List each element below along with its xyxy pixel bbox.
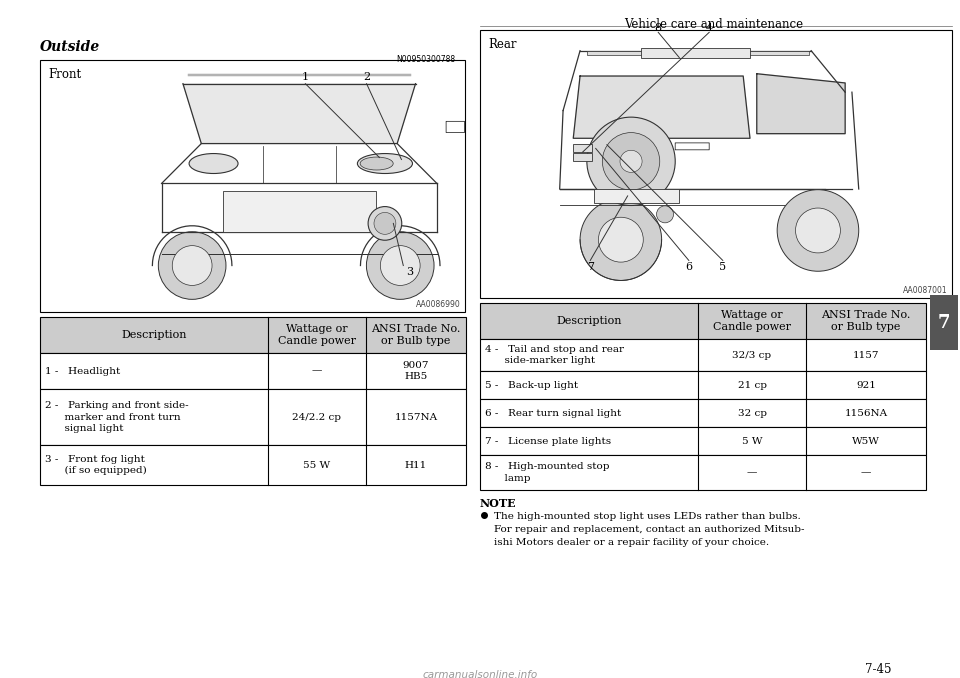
- Ellipse shape: [189, 153, 238, 174]
- Text: Outside: Outside: [40, 40, 100, 54]
- Bar: [480, 30, 952, 298]
- Text: 5: 5: [719, 262, 727, 273]
- Text: carmanualsonline.info: carmanualsonline.info: [422, 670, 538, 678]
- Bar: [480, 455, 926, 490]
- Text: ANSI Trade No.
or Bulb type: ANSI Trade No. or Bulb type: [372, 324, 461, 346]
- Text: AA0086990: AA0086990: [417, 300, 461, 309]
- Text: N00950300788: N00950300788: [396, 55, 455, 64]
- Bar: [40, 389, 466, 445]
- Bar: [40, 353, 466, 389]
- Bar: [480, 427, 926, 455]
- Bar: [480, 399, 926, 427]
- Ellipse shape: [360, 157, 394, 170]
- Text: 7: 7: [938, 313, 950, 332]
- Bar: [480, 303, 926, 339]
- Text: Description: Description: [121, 330, 187, 340]
- Text: 4 -   Tail and stop and rear
      side-marker light: 4 - Tail and stop and rear side-marker l…: [485, 345, 624, 365]
- Text: 8: 8: [655, 22, 661, 33]
- Text: 3 -   Front fog light
      (if so equipped): 3 - Front fog light (if so equipped): [45, 455, 147, 475]
- Text: Description: Description: [556, 316, 622, 326]
- Text: NOTE: NOTE: [480, 498, 516, 509]
- Text: 2 -   Parking and front side-
      marker and front turn
      signal light: 2 - Parking and front side- marker and f…: [45, 401, 188, 433]
- FancyBboxPatch shape: [446, 121, 465, 132]
- Text: 1: 1: [301, 72, 309, 82]
- Text: 7: 7: [587, 262, 593, 273]
- Bar: [573, 144, 592, 152]
- Polygon shape: [573, 76, 750, 138]
- Text: The high-mounted stop light uses LEDs rather than bulbs.: The high-mounted stop light uses LEDs ra…: [494, 512, 801, 521]
- Text: 5 -   Back-up light: 5 - Back-up light: [485, 380, 578, 389]
- Circle shape: [367, 232, 434, 300]
- Text: 4: 4: [706, 22, 712, 33]
- Circle shape: [620, 151, 642, 172]
- Text: Vehicle care and maintenance: Vehicle care and maintenance: [624, 18, 804, 31]
- Text: 32 cp: 32 cp: [737, 409, 766, 418]
- Circle shape: [374, 212, 396, 235]
- Circle shape: [580, 199, 661, 281]
- Bar: [480, 371, 926, 399]
- Text: For repair and replacement, contact an authorized Mitsub-: For repair and replacement, contact an a…: [494, 525, 804, 534]
- Text: 7-45: 7-45: [865, 663, 891, 676]
- Text: W5W: W5W: [852, 437, 880, 445]
- Text: —: —: [312, 367, 323, 376]
- Bar: [573, 153, 592, 161]
- Text: 3: 3: [406, 267, 413, 277]
- Bar: [930, 295, 958, 350]
- Text: Wattage or
Candle power: Wattage or Candle power: [278, 324, 356, 346]
- Polygon shape: [183, 83, 416, 144]
- Text: 7 -   License plate lights: 7 - License plate lights: [485, 437, 612, 445]
- Text: 6 -   Rear turn signal light: 6 - Rear turn signal light: [485, 409, 621, 418]
- Text: —: —: [861, 468, 871, 477]
- Text: Front: Front: [48, 68, 82, 81]
- Circle shape: [598, 217, 643, 262]
- Circle shape: [368, 207, 401, 240]
- Bar: [40, 60, 465, 312]
- Bar: [641, 48, 750, 58]
- Text: 921: 921: [856, 380, 876, 389]
- Ellipse shape: [357, 153, 413, 174]
- Bar: [593, 189, 679, 203]
- Text: 6: 6: [685, 262, 692, 273]
- Bar: [40, 317, 466, 353]
- Text: ANSI Trade No.
or Bulb type: ANSI Trade No. or Bulb type: [822, 310, 911, 332]
- Text: 5 W: 5 W: [742, 437, 762, 445]
- Text: Wattage or
Candle power: Wattage or Candle power: [713, 310, 791, 332]
- Text: 2: 2: [363, 72, 371, 82]
- Circle shape: [657, 206, 674, 223]
- FancyBboxPatch shape: [675, 143, 709, 150]
- Circle shape: [796, 208, 840, 253]
- Text: 1157: 1157: [852, 351, 879, 359]
- Text: ishi Motors dealer or a repair facility of your choice.: ishi Motors dealer or a repair facility …: [494, 538, 769, 547]
- Text: 32/3 cp: 32/3 cp: [732, 351, 772, 359]
- Polygon shape: [756, 74, 845, 134]
- Bar: [480, 339, 926, 371]
- Circle shape: [778, 190, 859, 271]
- Circle shape: [172, 245, 212, 285]
- Bar: [223, 191, 375, 233]
- Text: AA0087001: AA0087001: [903, 286, 948, 295]
- Text: 9007
HB5: 9007 HB5: [403, 361, 429, 381]
- Bar: [587, 51, 808, 56]
- Text: 1156NA: 1156NA: [845, 409, 888, 418]
- Circle shape: [587, 117, 675, 205]
- Text: 21 cp: 21 cp: [737, 380, 766, 389]
- Circle shape: [602, 133, 660, 190]
- Text: 8 -   High-mounted stop
      lamp: 8 - High-mounted stop lamp: [485, 462, 610, 483]
- Bar: [40, 445, 466, 485]
- Circle shape: [158, 232, 226, 300]
- Text: 1 -   Headlight: 1 - Headlight: [45, 367, 120, 376]
- Text: —: —: [747, 468, 757, 477]
- Text: 55 W: 55 W: [303, 460, 330, 469]
- Text: Rear: Rear: [488, 38, 516, 51]
- Circle shape: [380, 245, 420, 285]
- Text: 1157NA: 1157NA: [395, 412, 438, 422]
- Text: 24/2.2 cp: 24/2.2 cp: [293, 412, 342, 422]
- Text: H11: H11: [405, 460, 427, 469]
